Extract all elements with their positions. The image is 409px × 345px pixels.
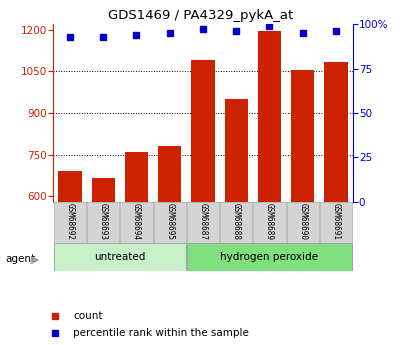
Text: percentile rank within the sample: percentile rank within the sample [73,328,249,338]
Bar [157,146,181,202]
Text: GSM68691: GSM68691 [330,204,339,240]
Text: ▶: ▶ [31,255,39,264]
Text: hydrogen peroxide: hydrogen peroxide [220,252,318,262]
Text: GSM68690: GSM68690 [297,204,306,240]
Bar [124,152,148,202]
Bar [220,202,252,243]
Text: GSM68689: GSM68689 [264,204,273,240]
Bar [54,243,185,271]
Bar [319,202,351,243]
Bar [224,99,247,202]
Bar [187,202,218,243]
Bar [290,70,314,202]
Text: agent: agent [6,255,36,264]
Text: GDS1469 / PA4329_pykA_at: GDS1469 / PA4329_pykA_at [108,9,293,22]
Bar [253,202,285,243]
Bar [257,31,281,202]
Bar [120,202,152,243]
Text: GSM68688: GSM68688 [231,204,240,240]
Bar [54,202,86,243]
Bar [58,171,81,202]
Bar [87,202,119,243]
Text: GSM68693: GSM68693 [99,204,108,240]
Text: GSM68692: GSM68692 [65,204,74,240]
Text: GSM68694: GSM68694 [132,204,141,240]
Bar [286,202,318,243]
Bar [187,243,351,271]
Bar [153,202,185,243]
Text: untreated: untreated [94,252,145,262]
Text: GSM68695: GSM68695 [165,204,174,240]
Bar [91,178,115,202]
Bar [191,60,214,202]
Text: GSM68687: GSM68687 [198,204,207,240]
Bar [324,62,347,202]
Text: count: count [73,311,103,321]
